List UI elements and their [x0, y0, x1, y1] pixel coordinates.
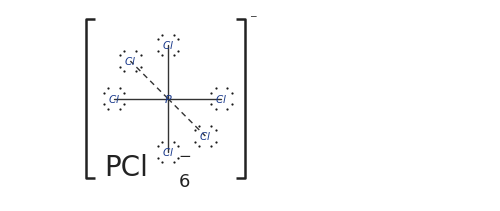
Text: $\mathit{Cl}$: $\mathit{Cl}$	[162, 146, 174, 158]
Text: $\mathit{Cl}$: $\mathit{Cl}$	[124, 55, 136, 67]
Text: $\mathit{Cl}$: $\mathit{Cl}$	[162, 39, 174, 51]
Text: −: −	[178, 149, 192, 164]
Text: PCl: PCl	[104, 154, 148, 182]
Text: $\mathit{P}$: $\mathit{P}$	[164, 93, 172, 104]
Text: $\mathit{Cl}$: $\mathit{Cl}$	[108, 93, 120, 104]
Text: $\mathit{Cl}$: $\mathit{Cl}$	[200, 130, 211, 142]
Text: $\mathit{Cl}$: $\mathit{Cl}$	[216, 93, 228, 104]
Text: 6: 6	[178, 173, 190, 191]
Text: $-$: $-$	[250, 11, 258, 20]
